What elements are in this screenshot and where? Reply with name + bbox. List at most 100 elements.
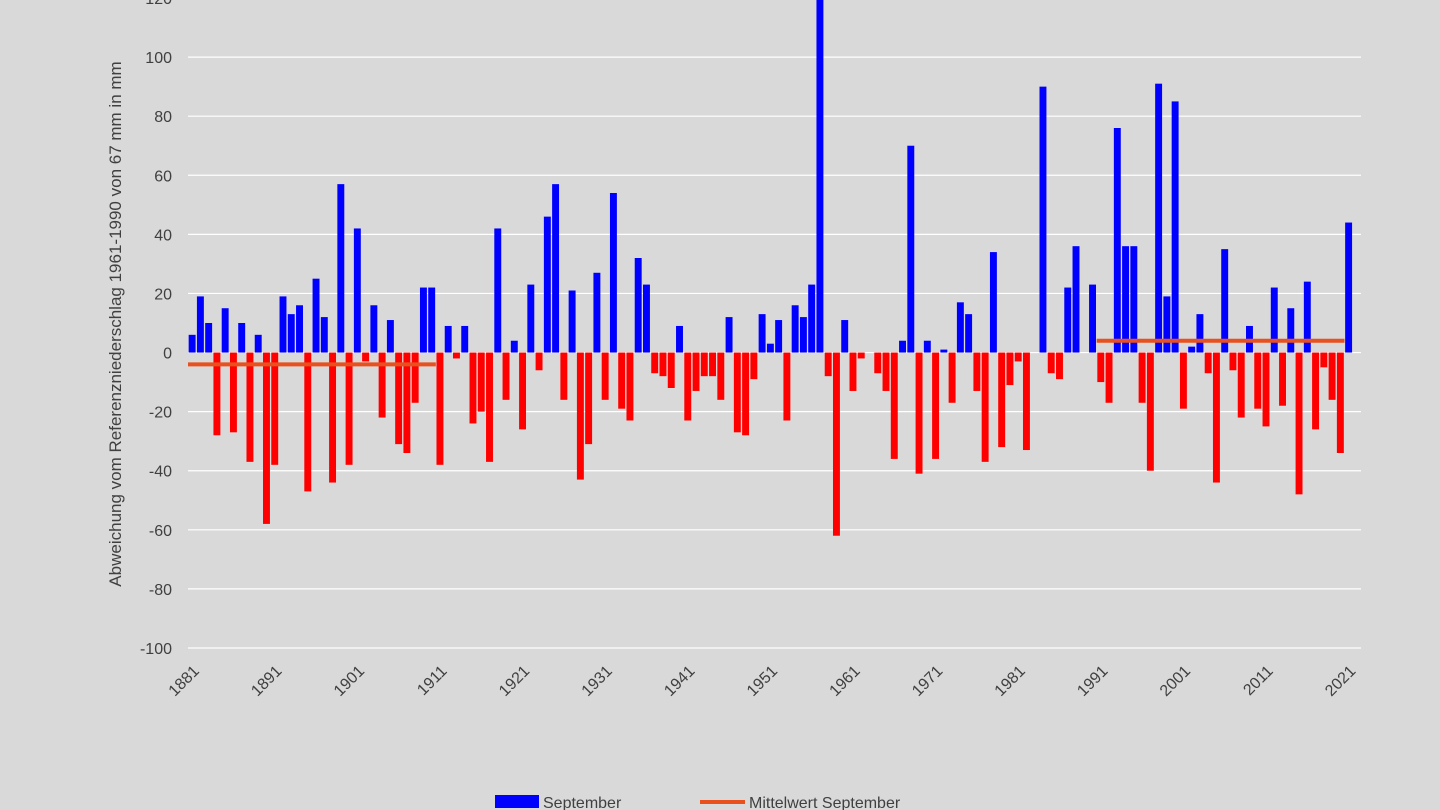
bar [989,252,997,353]
bar [1047,352,1055,374]
bar [758,314,766,353]
bar [634,258,642,353]
bar [1336,352,1344,453]
bar [1320,352,1328,368]
bar [874,352,882,374]
bar [1262,352,1270,427]
bar [452,352,460,359]
bar [676,325,683,353]
bar [486,352,493,462]
y-tick-label: -40 [149,464,172,481]
bar [907,145,915,353]
bar [1171,101,1179,353]
bar [263,352,270,524]
bar [469,352,477,424]
bar [1130,246,1138,353]
y-axis-ticks: -100 -80 -60 -40 -20 0 20 40 60 80 100 120 [140,0,172,658]
bar [709,352,717,377]
bar [246,352,254,462]
bar [642,284,650,353]
bar [527,284,535,353]
bar [733,352,741,433]
bar [444,325,452,353]
bar [370,305,378,353]
bar [345,352,353,465]
bar [1064,287,1072,353]
bar [940,349,948,353]
y-tick-label: 120 [145,0,172,8]
bar [1089,284,1097,353]
bar [1039,86,1047,353]
bar [543,216,551,353]
bar [1155,83,1163,353]
bar [841,320,849,353]
legend-label-mean: Mittelwert September [749,795,901,810]
y-tick-label: -100 [140,641,172,658]
bar [899,340,907,353]
bar [238,323,246,353]
bar [271,352,279,465]
y-tick-label: -20 [149,405,172,422]
bar [1237,352,1245,418]
bar [849,352,857,391]
bar [494,228,502,353]
bar [304,352,312,492]
bar [932,352,940,459]
bar [593,272,601,353]
bar [1196,314,1204,353]
bar [585,352,593,445]
bar [329,352,337,483]
bar [1345,222,1353,353]
bar [576,352,584,480]
bar [725,317,733,353]
bar [568,290,576,353]
bar [783,352,791,421]
bar [254,334,262,353]
legend: September Mittelwert September [495,795,901,810]
bar [428,287,436,353]
bar [461,325,469,353]
bar [601,352,609,400]
bar [956,302,964,353]
bar [1105,352,1113,403]
bar [882,352,890,391]
bar [700,352,708,377]
bar [609,193,617,353]
bar [890,352,898,459]
bar [1014,352,1022,362]
bar [651,352,659,374]
bar [791,305,799,353]
bar [1287,308,1295,353]
bar [229,352,237,433]
bar [1212,352,1220,483]
bar [692,352,700,391]
bar [1188,346,1196,353]
bar [1221,249,1229,353]
bar [824,352,832,377]
bar [403,352,411,453]
bar [766,343,774,353]
bar [188,334,196,353]
bar [832,352,840,536]
bar [535,352,543,371]
bar [799,317,807,353]
bar [1138,352,1146,403]
bar [684,352,692,421]
y-tick-label: 20 [154,286,172,303]
bar [1303,281,1311,353]
y-axis-label: Abweichung vom Referenzniederschlag 1961… [106,61,125,586]
bar [1056,352,1063,380]
bar [948,352,956,403]
bar [502,352,510,400]
bar [362,352,370,362]
bar [816,0,824,353]
bar [213,352,221,436]
mean-lines [188,338,1345,367]
y-tick-label: 100 [145,50,172,67]
y-tick-label: 80 [154,109,172,126]
bar [923,340,931,353]
y-tick-label: -80 [149,582,172,599]
bar [287,314,295,353]
